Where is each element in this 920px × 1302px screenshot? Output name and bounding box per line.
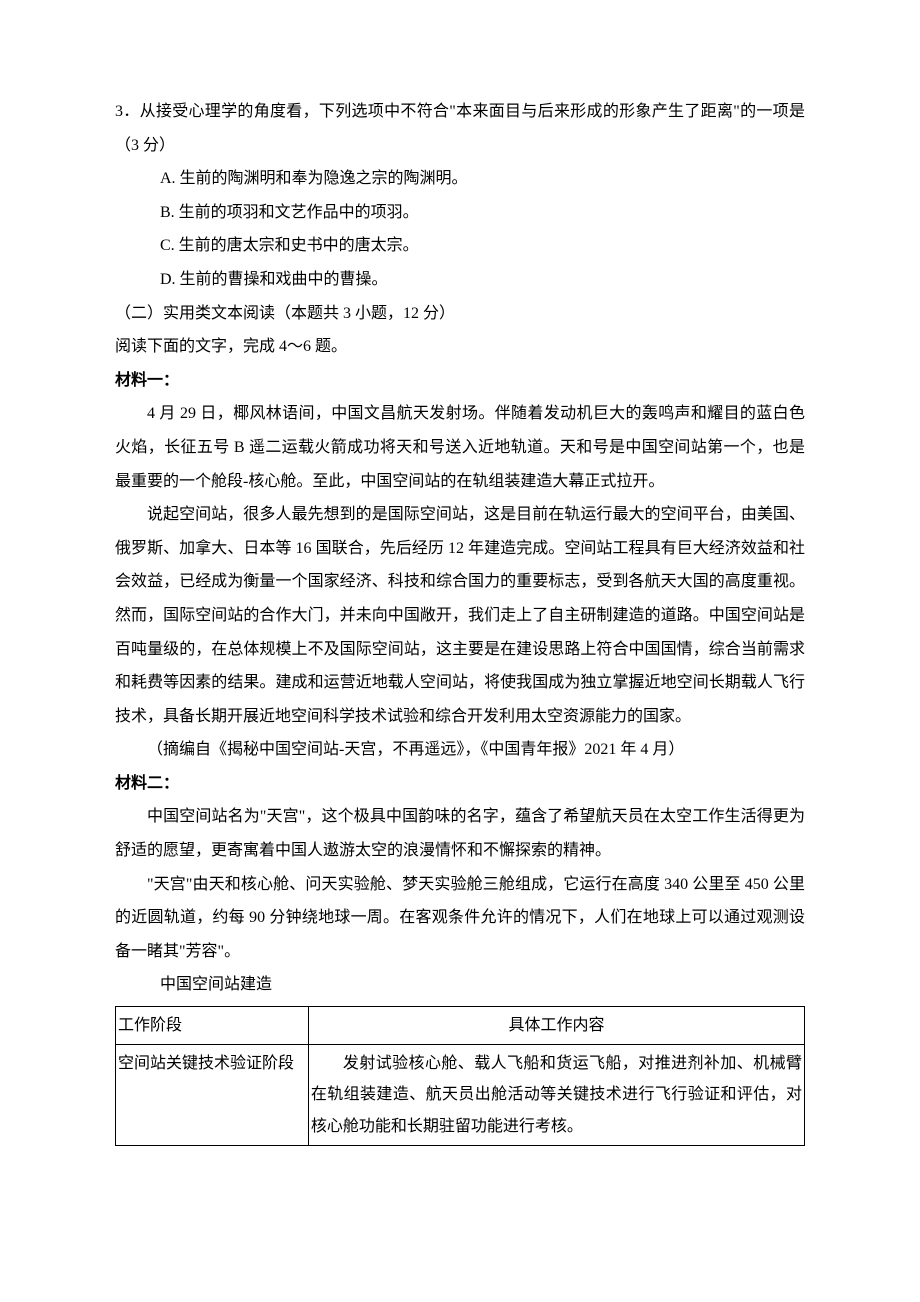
table-caption: 中国空间站建造	[115, 968, 805, 1002]
option-a: A. 生前的陶渊明和奉为隐逸之宗的陶渊明。	[115, 162, 805, 196]
table-cell-content: 发射试验核心舱、载人飞船和货运飞船，对推进剂补加、机械臂在轨组装建造、航天员出舱…	[308, 1045, 804, 1146]
material-2-p1: 中国空间站名为"天宫"，这个极具中国韵味的名字，蕴含了希望航天员在太空工作生活得…	[115, 800, 805, 867]
table-header-content: 具体工作内容	[308, 1007, 804, 1045]
material-1-citation: （摘编自《揭秘中国空间站-天宫，不再遥远》，《中国青年报》2021 年 4 月）	[115, 733, 805, 767]
material-1-title: 材料一：	[115, 364, 805, 398]
option-d: D. 生前的曹操和戏曲中的曹操。	[115, 263, 805, 297]
material-2-title: 材料二：	[115, 767, 805, 801]
option-c: C. 生前的唐太宗和史书中的唐太宗。	[115, 229, 805, 263]
material-2-p2: "天宫"由天和核心舱、问天实验舱、梦天实验舱三舱组成，它运行在高度 340 公里…	[115, 868, 805, 969]
construction-table: 工作阶段 具体工作内容 空间站关键技术验证阶段 发射试验核心舱、载人飞船和货运飞…	[115, 1006, 805, 1146]
material-1-p2: 说起空间站，很多人最先想到的是国际空间站，这是目前在轨运行最大的空间平台，由美国…	[115, 498, 805, 733]
material-1-p1: 4 月 29 日，椰风林语间，中国文昌航天发射场。伴随着发动机巨大的轰鸣声和耀目…	[115, 397, 805, 498]
table-cell-phase: 空间站关键技术验证阶段	[116, 1045, 309, 1146]
section-2-heading: （二）实用类文本阅读（本题共 3 小题，12 分）	[115, 297, 805, 331]
option-b: B. 生前的项羽和文艺作品中的项羽。	[115, 196, 805, 230]
table-header-phase: 工作阶段	[116, 1007, 309, 1045]
table-header-row: 工作阶段 具体工作内容	[116, 1007, 805, 1045]
question-3-stem: 3．从接受心理学的角度看，下列选项中不符合"本来面目与后来形成的形象产生了距离"…	[115, 95, 805, 162]
table-row: 空间站关键技术验证阶段 发射试验核心舱、载人飞船和货运飞船，对推进剂补加、机械臂…	[116, 1045, 805, 1146]
section-2-instruction: 阅读下面的文字，完成 4～6 题。	[115, 330, 805, 364]
